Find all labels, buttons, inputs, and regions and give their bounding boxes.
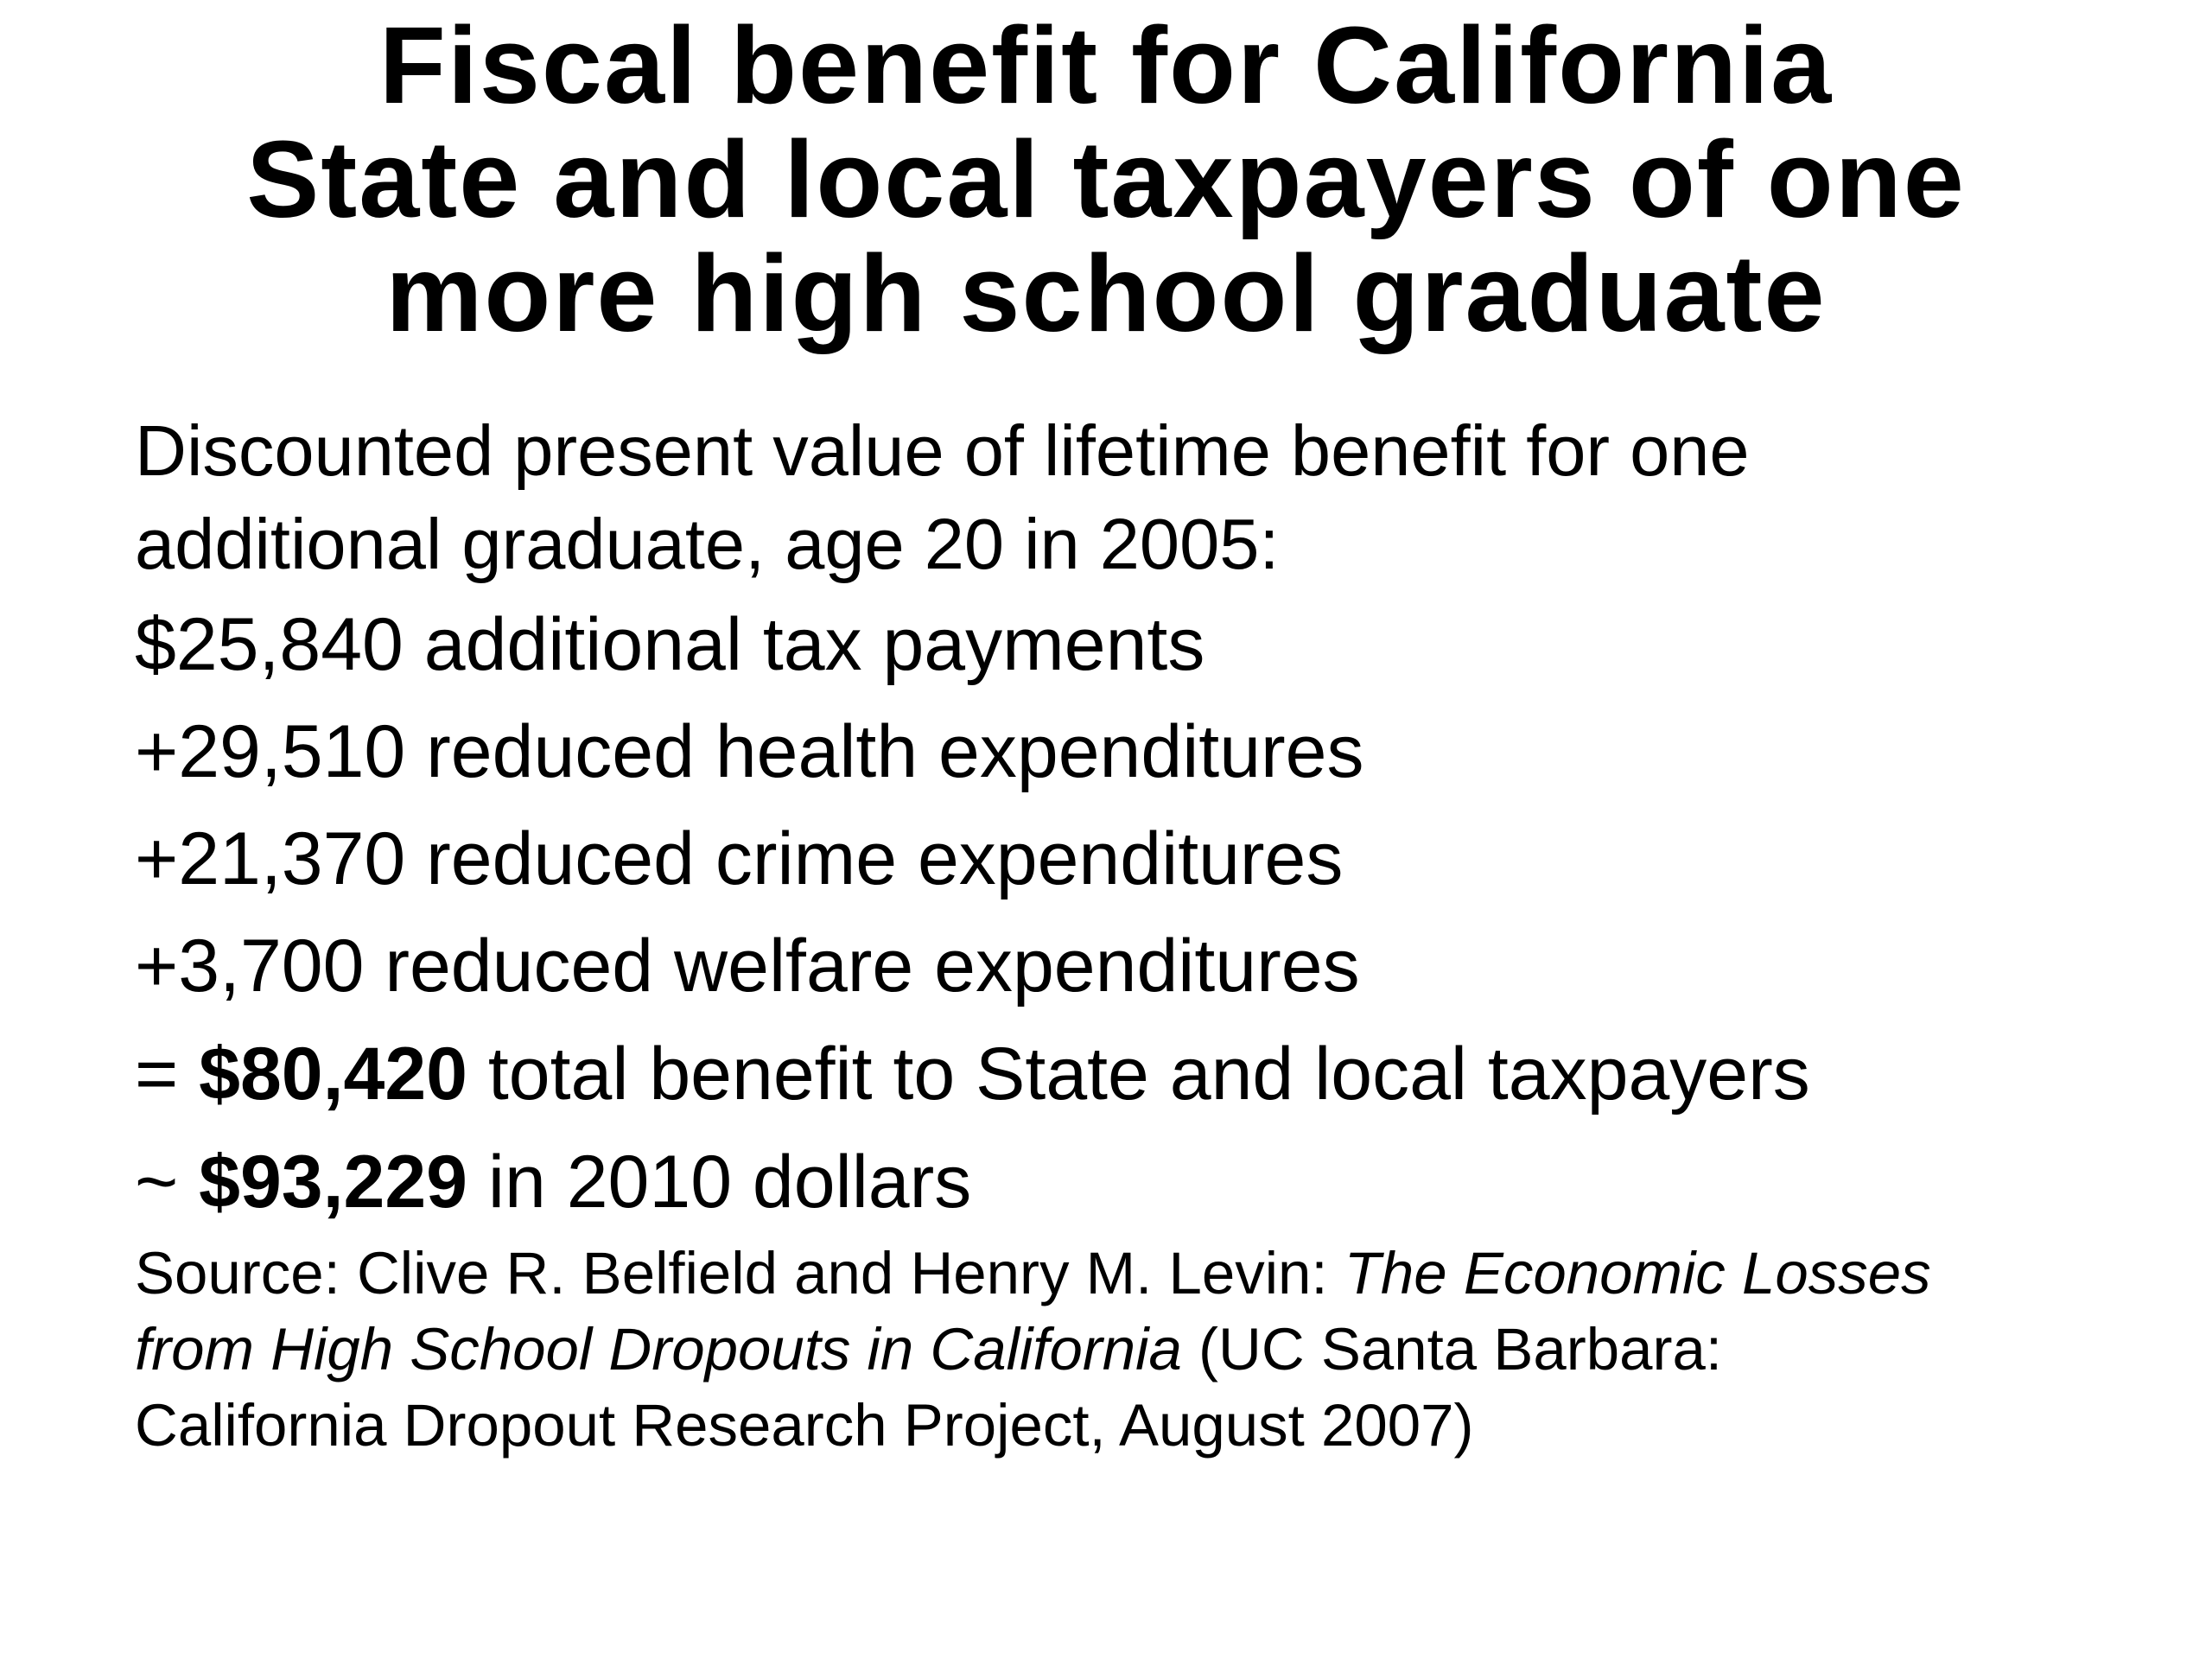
benefit-label: reduced crime expenditures xyxy=(405,817,1344,900)
adjusted-benefit-line: ~ $93,229 in 2010 dollars xyxy=(135,1139,2122,1225)
benefit-label: additional tax payments xyxy=(403,603,1205,686)
source-line-1: Source: Clive R. Belfield and Henry M. L… xyxy=(135,1236,2122,1312)
source-title-part-1: The Economic Losses xyxy=(1344,1240,1931,1306)
source-citation: Source: Clive R. Belfield and Henry M. L… xyxy=(135,1236,2122,1464)
benefit-amount: +29,510 xyxy=(135,710,406,793)
intro-line-1: Discounted present value of lifetime ben… xyxy=(135,410,1750,491)
title-line-1: Fiscal benefit for California xyxy=(378,4,1834,126)
slide-title: Fiscal benefit for California State and … xyxy=(69,9,2143,351)
adjusted-prefix: ~ xyxy=(135,1141,200,1224)
benefit-label: reduced health expenditures xyxy=(405,710,1364,793)
benefit-line-crime: +21,370 reduced crime expenditures xyxy=(135,816,2122,902)
source-prefix: Source: Clive R. Belfield and Henry M. L… xyxy=(135,1240,1344,1306)
benefit-amount: $25,840 xyxy=(135,603,404,686)
benefit-label: reduced welfare expenditures xyxy=(364,925,1360,1007)
title-line-2: State and local taxpayers of one xyxy=(246,118,1966,240)
total-label: total benefit to State and local taxpaye… xyxy=(467,1033,1810,1116)
intro-paragraph: Discounted present value of lifetime ben… xyxy=(135,404,2122,591)
adjusted-amount: $93,229 xyxy=(199,1141,467,1224)
benefit-line-tax: $25,840 additional tax payments xyxy=(135,601,2122,688)
source-line-2: from High School Dropouts in California … xyxy=(135,1312,2122,1388)
benefit-amount: +3,700 xyxy=(135,925,365,1007)
total-amount: $80,420 xyxy=(199,1033,467,1116)
benefit-line-welfare: +3,700 reduced welfare expenditures xyxy=(135,923,2122,1009)
total-benefit-line: = $80,420 total benefit to State and loc… xyxy=(135,1031,2122,1117)
source-publisher: (UC Santa Barbara: xyxy=(1181,1316,1723,1382)
title-line-3: more high school graduate xyxy=(385,232,1827,354)
benefit-line-health: +29,510 reduced health expenditures xyxy=(135,709,2122,795)
benefit-amount: +21,370 xyxy=(135,817,406,900)
source-line-3: California Dropout Research Project, Aug… xyxy=(135,1392,1474,1459)
total-prefix: = xyxy=(135,1033,200,1116)
adjusted-label: in 2010 dollars xyxy=(467,1141,972,1224)
intro-line-2: additional graduate, age 20 in 2005: xyxy=(135,504,1280,584)
source-title-part-2: from High School Dropouts in California xyxy=(135,1316,1182,1382)
